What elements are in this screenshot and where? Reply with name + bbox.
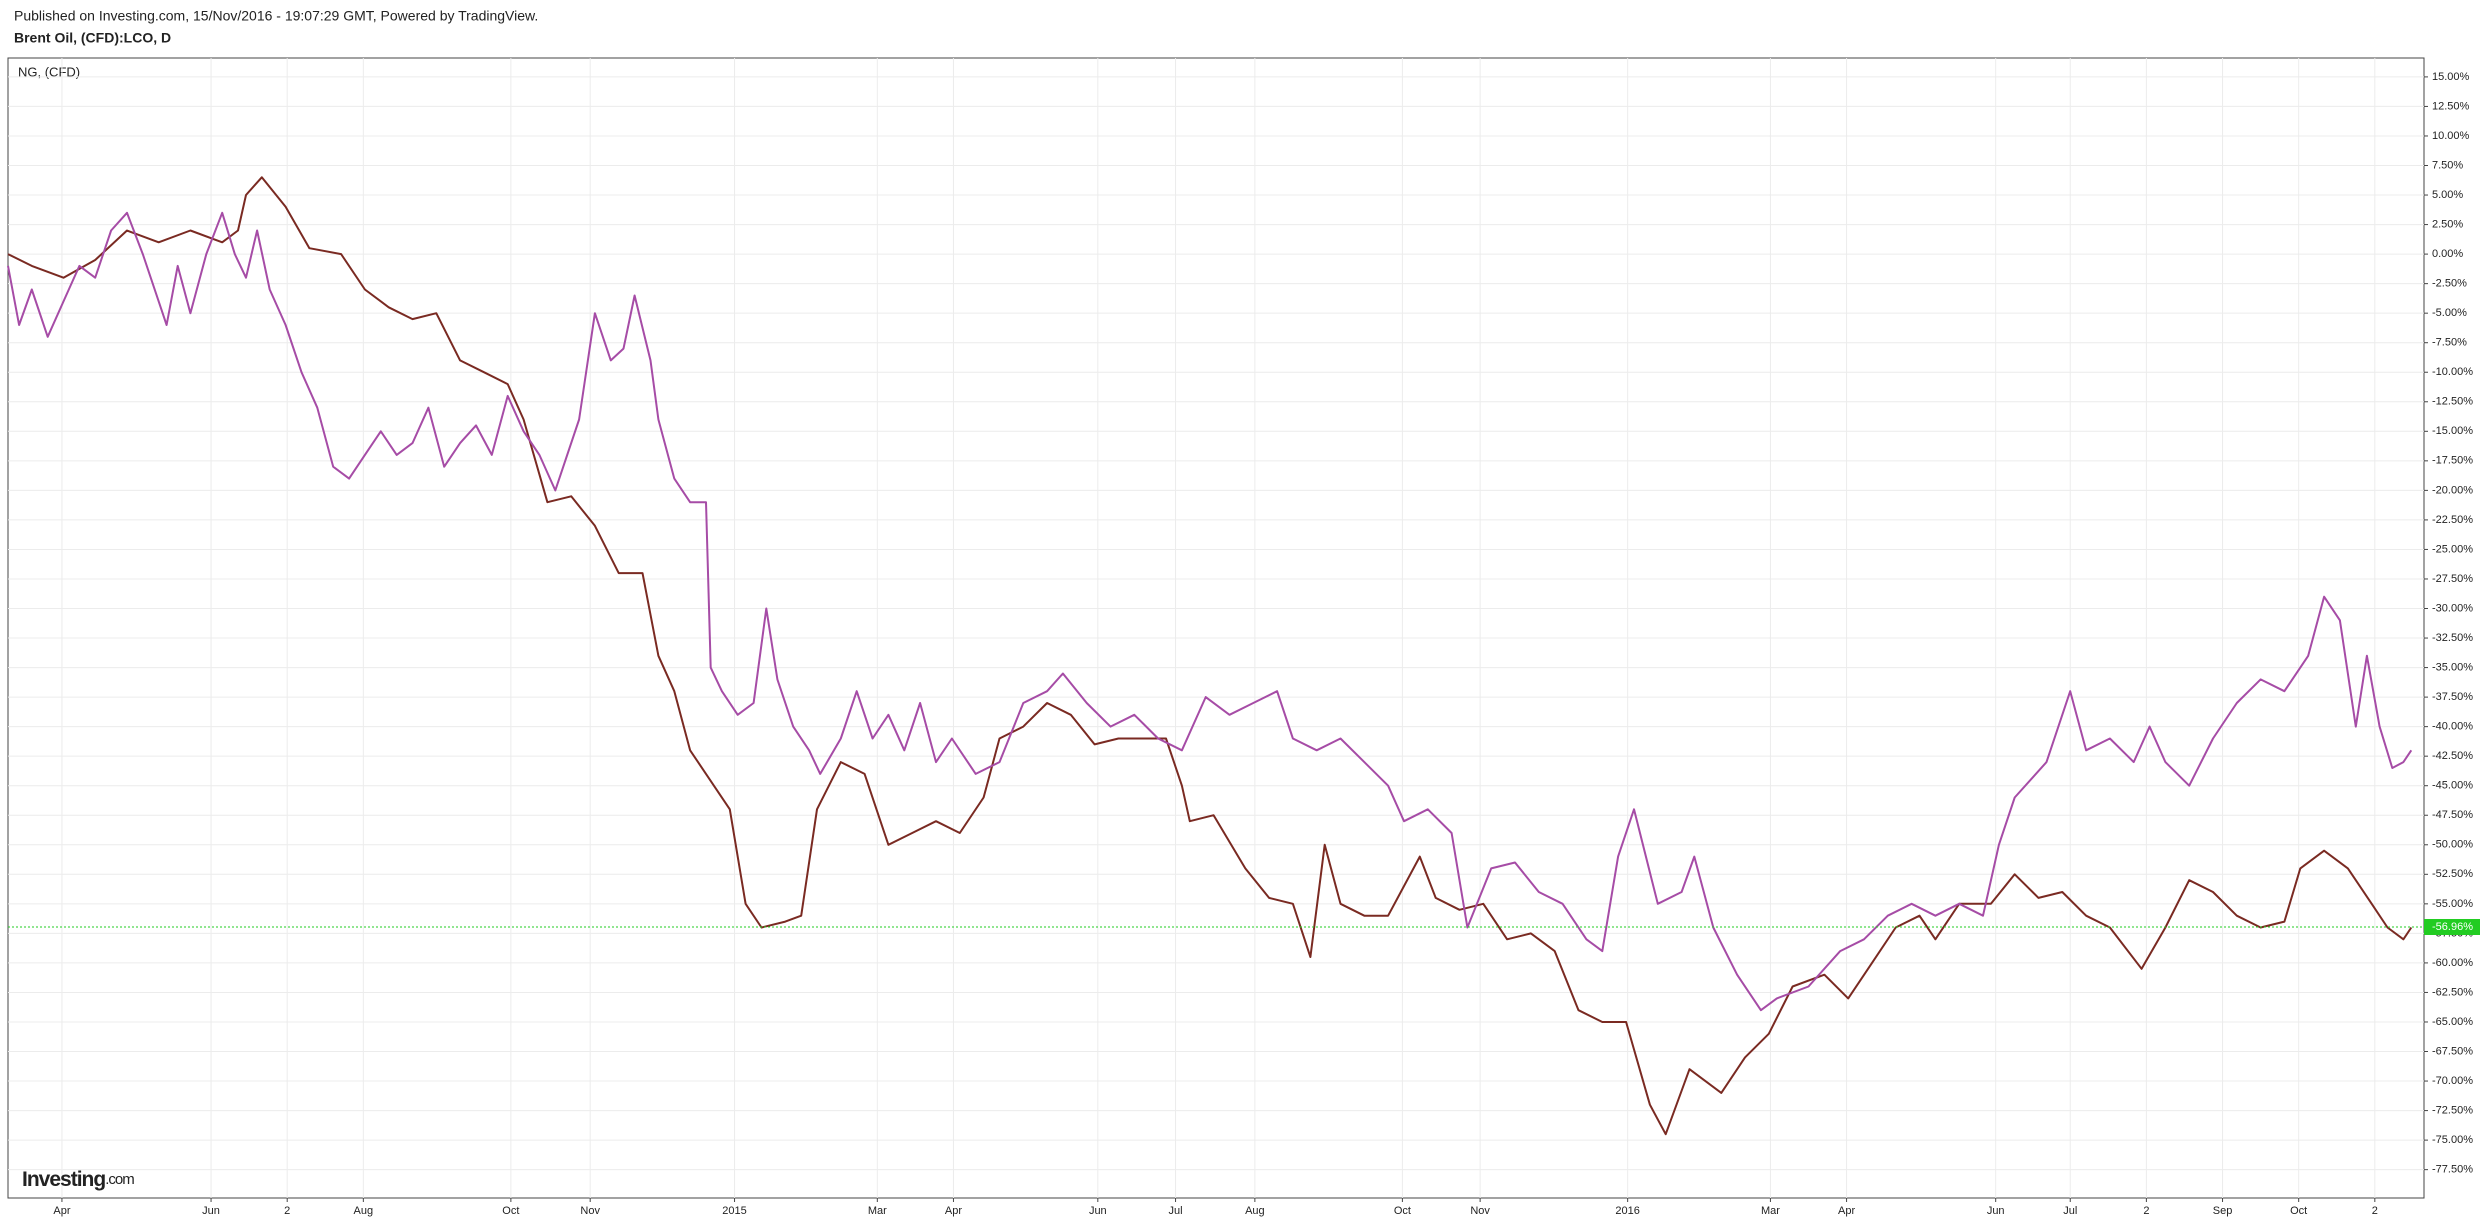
legend-label: NG, (CFD) <box>18 64 80 79</box>
y-tick-label: -50.00% <box>2432 839 2473 851</box>
y-tick-label: 0.00% <box>2432 248 2463 260</box>
x-tick-label: Nov <box>580 1205 600 1217</box>
x-tick-label: Oct <box>1394 1205 1411 1217</box>
y-tick-label: -27.50% <box>2432 573 2473 585</box>
x-tick-label: Jun <box>1089 1205 1107 1217</box>
y-tick-label: 5.00% <box>2432 189 2463 201</box>
logo: Investing.com <box>22 1168 134 1191</box>
x-tick-label: Oct <box>2290 1205 2307 1217</box>
series-line <box>7 211 2413 1012</box>
y-tick-label: -75.00% <box>2432 1134 2473 1146</box>
x-tick-label: Mar <box>1761 1205 1780 1217</box>
y-tick-label: -10.00% <box>2432 366 2473 378</box>
x-tick-label: Jul <box>1169 1205 1183 1217</box>
x-tick-label: Apr <box>1838 1205 1855 1217</box>
y-tick-label: 2.50% <box>2432 218 2463 230</box>
x-tick-label: 2 <box>2143 1205 2149 1217</box>
subtitle: Published on Investing.com, 15/Nov/2016 … <box>14 8 538 24</box>
logo-main: Investing <box>22 1168 105 1191</box>
x-tick-label: Apr <box>53 1205 70 1217</box>
x-tick-label: 2 <box>2372 1205 2378 1217</box>
y-tick-label: -55.00% <box>2432 898 2473 910</box>
plot-frame <box>7 57 2425 1199</box>
chart-title: Brent Oil, (CFD):LCO, D <box>14 30 171 46</box>
y-tick-label: -77.50% <box>2432 1164 2473 1176</box>
y-tick-label: -22.50% <box>2432 514 2473 526</box>
series-line <box>7 176 2413 1136</box>
y-tick-label: -2.50% <box>2432 278 2467 290</box>
y-tick-label: -5.00% <box>2432 307 2467 319</box>
y-tick-label: -42.50% <box>2432 750 2473 762</box>
y-tick-label: -20.00% <box>2432 484 2473 496</box>
x-tick-label: Aug <box>1245 1205 1265 1217</box>
y-tick-label: -12.50% <box>2432 396 2473 408</box>
y-tick-label: -72.50% <box>2432 1104 2473 1116</box>
x-tick-label: Jun <box>202 1205 220 1217</box>
y-tick-label: -45.00% <box>2432 780 2473 792</box>
x-tick-label: Apr <box>945 1205 962 1217</box>
y-tick-label: -70.00% <box>2432 1075 2473 1087</box>
x-tick-label: Jun <box>1987 1205 2005 1217</box>
last-value-label: -56.96% <box>2432 921 2473 933</box>
plot-area <box>7 58 2424 1198</box>
y-tick-label: -15.00% <box>2432 425 2473 437</box>
y-tick-label: -60.00% <box>2432 957 2473 969</box>
y-tick-label: -62.50% <box>2432 986 2473 998</box>
y-tick-label: -47.50% <box>2432 809 2473 821</box>
y-tick-label: -67.50% <box>2432 1045 2473 1057</box>
x-tick-label: Mar <box>868 1205 887 1217</box>
y-tick-label: 10.00% <box>2432 130 2470 142</box>
x-tick-label: 2 <box>284 1205 290 1217</box>
y-tick-label: -17.50% <box>2432 455 2473 467</box>
x-tick-label: Aug <box>354 1205 374 1217</box>
y-tick-label: -25.00% <box>2432 543 2473 555</box>
x-tick-label: Jul <box>2063 1205 2077 1217</box>
y-tick-label: -40.00% <box>2432 721 2473 733</box>
x-tick-label: Oct <box>502 1205 519 1217</box>
logo-suffix: .com <box>105 1171 134 1188</box>
x-tick-label: Nov <box>1470 1205 1490 1217</box>
y-tick-label: 12.50% <box>2432 100 2470 112</box>
y-tick-label: 7.50% <box>2432 159 2463 171</box>
y-tick-label: -30.00% <box>2432 602 2473 614</box>
y-tick-label: -65.00% <box>2432 1016 2473 1028</box>
x-tick-label: 2016 <box>1615 1205 1639 1217</box>
y-tick-label: -52.50% <box>2432 868 2473 880</box>
last-value-box <box>2424 918 2480 935</box>
y-tick-label: -7.50% <box>2432 337 2467 349</box>
y-tick-label: -32.50% <box>2432 632 2473 644</box>
y-tick-label: -35.00% <box>2432 661 2473 673</box>
x-tick-label: Sep <box>2213 1205 2233 1217</box>
x-tick-label: 2015 <box>722 1205 746 1217</box>
y-tick-label: 15.00% <box>2432 71 2470 83</box>
y-tick-label: -37.50% <box>2432 691 2473 703</box>
